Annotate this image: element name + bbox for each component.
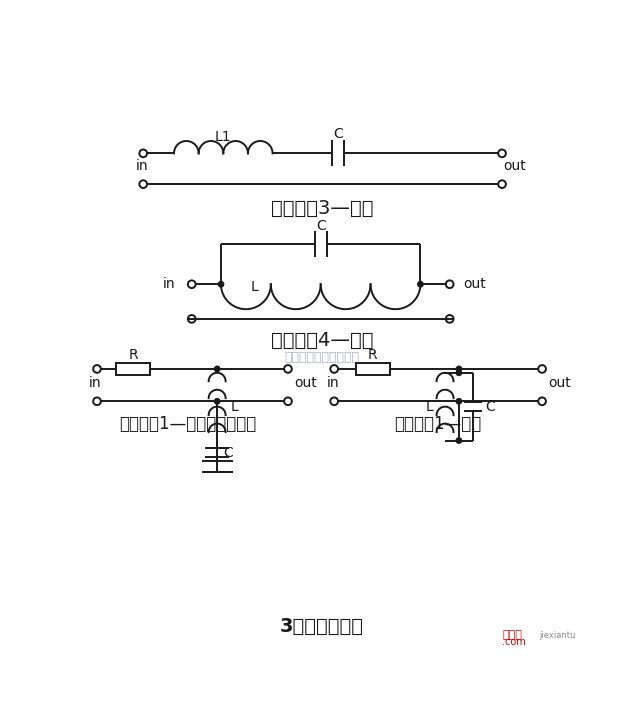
- Text: out: out: [294, 376, 317, 390]
- Text: C: C: [224, 446, 233, 460]
- Text: L: L: [426, 400, 433, 414]
- Text: 杭州将睿科技有限公司: 杭州将睿科技有限公司: [284, 351, 359, 364]
- Text: jiexiantu: jiexiantu: [539, 631, 575, 640]
- Circle shape: [219, 282, 224, 287]
- Text: L: L: [251, 280, 259, 294]
- Text: C: C: [333, 127, 343, 141]
- Circle shape: [456, 438, 462, 444]
- Text: C: C: [485, 400, 495, 414]
- Text: R: R: [128, 348, 138, 362]
- Circle shape: [456, 366, 462, 372]
- Text: 信号滤波4—带阻: 信号滤波4—带阻: [271, 331, 373, 350]
- Text: out: out: [504, 159, 526, 173]
- Text: R: R: [368, 348, 377, 362]
- Text: 接线图: 接线图: [502, 630, 522, 640]
- Text: in: in: [327, 376, 339, 390]
- Text: 信号滤波1—带阻（陷波器）: 信号滤波1—带阻（陷波器）: [119, 415, 256, 433]
- Text: 信号滤波1—带通: 信号滤波1—带通: [394, 415, 482, 433]
- Text: L: L: [230, 400, 238, 414]
- Circle shape: [456, 370, 462, 375]
- Text: 信号滤波3—带通: 信号滤波3—带通: [271, 199, 373, 219]
- Text: L1: L1: [215, 130, 232, 144]
- Circle shape: [418, 282, 423, 287]
- Text: in: in: [89, 376, 102, 390]
- Circle shape: [214, 399, 220, 404]
- Bar: [355, 363, 389, 375]
- Bar: [116, 363, 150, 375]
- Text: in: in: [162, 277, 175, 291]
- Text: C: C: [316, 219, 325, 233]
- Text: 3、信号滤波器: 3、信号滤波器: [280, 617, 364, 637]
- Text: .com: .com: [502, 637, 526, 648]
- Text: in: in: [136, 159, 148, 173]
- Circle shape: [456, 399, 462, 404]
- Text: out: out: [548, 376, 571, 390]
- Text: out: out: [463, 277, 486, 291]
- Circle shape: [214, 366, 220, 372]
